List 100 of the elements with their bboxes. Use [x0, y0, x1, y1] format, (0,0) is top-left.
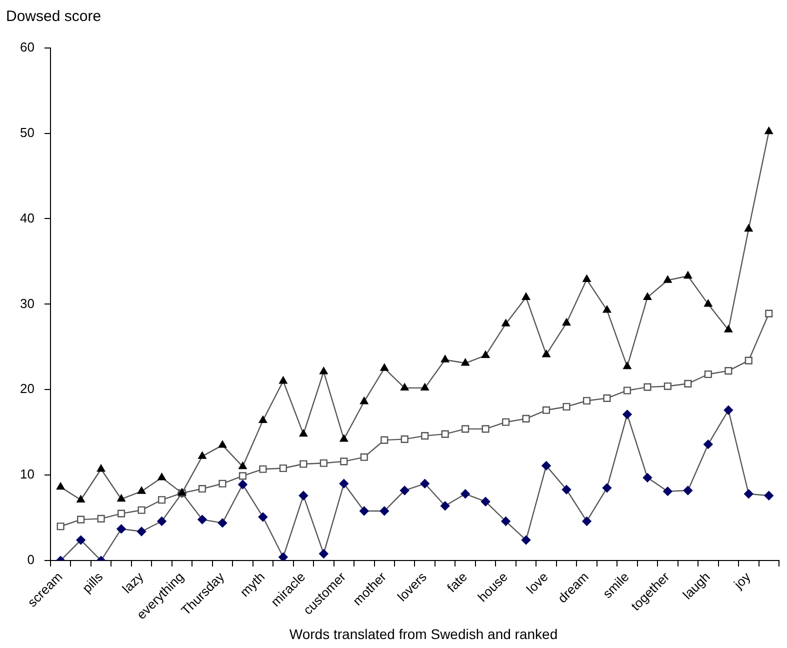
point	[278, 552, 288, 561]
point	[764, 126, 773, 134]
point	[501, 516, 510, 526]
point	[279, 376, 288, 384]
point	[339, 479, 348, 488]
point	[116, 524, 126, 534]
point	[684, 380, 692, 388]
point	[400, 486, 410, 496]
point	[704, 440, 713, 449]
point	[502, 418, 510, 426]
point	[744, 224, 753, 232]
point	[724, 325, 732, 332]
point	[380, 506, 389, 516]
point	[218, 480, 226, 488]
point	[704, 370, 712, 378]
point	[320, 459, 328, 467]
point	[663, 486, 672, 496]
point	[623, 386, 632, 394]
point	[522, 414, 530, 422]
point	[158, 496, 166, 504]
point	[542, 350, 550, 358]
point	[482, 425, 490, 433]
point	[623, 362, 632, 370]
point	[118, 510, 126, 518]
point	[421, 432, 429, 440]
point	[441, 355, 450, 362]
point	[562, 318, 571, 326]
x-tick-label: fate	[444, 569, 470, 596]
point	[299, 429, 308, 437]
point	[440, 501, 450, 510]
x-tick-label: love	[523, 569, 551, 597]
point	[238, 472, 246, 480]
y-tick-label: 60	[20, 39, 34, 54]
point	[461, 358, 470, 366]
point	[481, 350, 490, 358]
point	[258, 512, 268, 522]
point	[521, 535, 531, 545]
point	[420, 383, 429, 391]
point	[765, 310, 773, 318]
point	[684, 271, 692, 279]
point	[157, 516, 166, 526]
point	[642, 473, 652, 482]
point	[542, 461, 551, 470]
point	[400, 383, 409, 391]
point	[420, 479, 430, 488]
y-tick-label: 20	[20, 381, 34, 396]
point	[77, 516, 85, 524]
point	[522, 292, 530, 300]
point	[56, 522, 64, 530]
point	[602, 306, 612, 313]
point	[238, 462, 247, 470]
y-axis-title: Dowsed score	[6, 8, 102, 25]
point	[198, 484, 206, 493]
point	[764, 491, 774, 500]
point	[76, 495, 85, 502]
point	[622, 410, 632, 420]
point	[96, 464, 106, 472]
point	[441, 430, 449, 438]
point	[56, 482, 65, 490]
point	[643, 292, 652, 300]
point	[97, 514, 105, 522]
point	[704, 300, 712, 307]
point	[380, 436, 388, 444]
point	[582, 396, 591, 405]
point	[218, 440, 227, 448]
point	[460, 489, 470, 498]
point	[582, 516, 592, 526]
point	[603, 394, 611, 402]
point	[300, 460, 308, 468]
point	[238, 480, 248, 490]
point	[400, 435, 408, 443]
point	[664, 276, 672, 283]
point	[562, 402, 570, 411]
point	[360, 453, 368, 461]
point	[298, 491, 308, 500]
point	[158, 473, 166, 480]
point	[76, 535, 86, 545]
point	[360, 506, 369, 516]
point	[480, 496, 490, 506]
point	[340, 434, 348, 442]
point	[602, 483, 612, 493]
point	[259, 465, 267, 473]
y-tick-label: 30	[20, 296, 34, 311]
point	[744, 356, 752, 364]
x-tick-label: joy	[730, 568, 754, 592]
point	[744, 489, 754, 498]
point	[198, 452, 206, 459]
point	[279, 464, 287, 472]
point	[137, 486, 146, 494]
point	[562, 485, 572, 494]
point	[360, 397, 368, 404]
y-tick-label: 0	[27, 552, 34, 568]
point	[644, 383, 652, 391]
point	[117, 494, 126, 502]
point	[258, 416, 268, 424]
point	[218, 518, 228, 528]
x-axis-title: Words translated from Swedish and ranked	[288, 626, 559, 642]
point	[198, 514, 207, 524]
point	[138, 506, 146, 514]
point	[136, 526, 146, 536]
